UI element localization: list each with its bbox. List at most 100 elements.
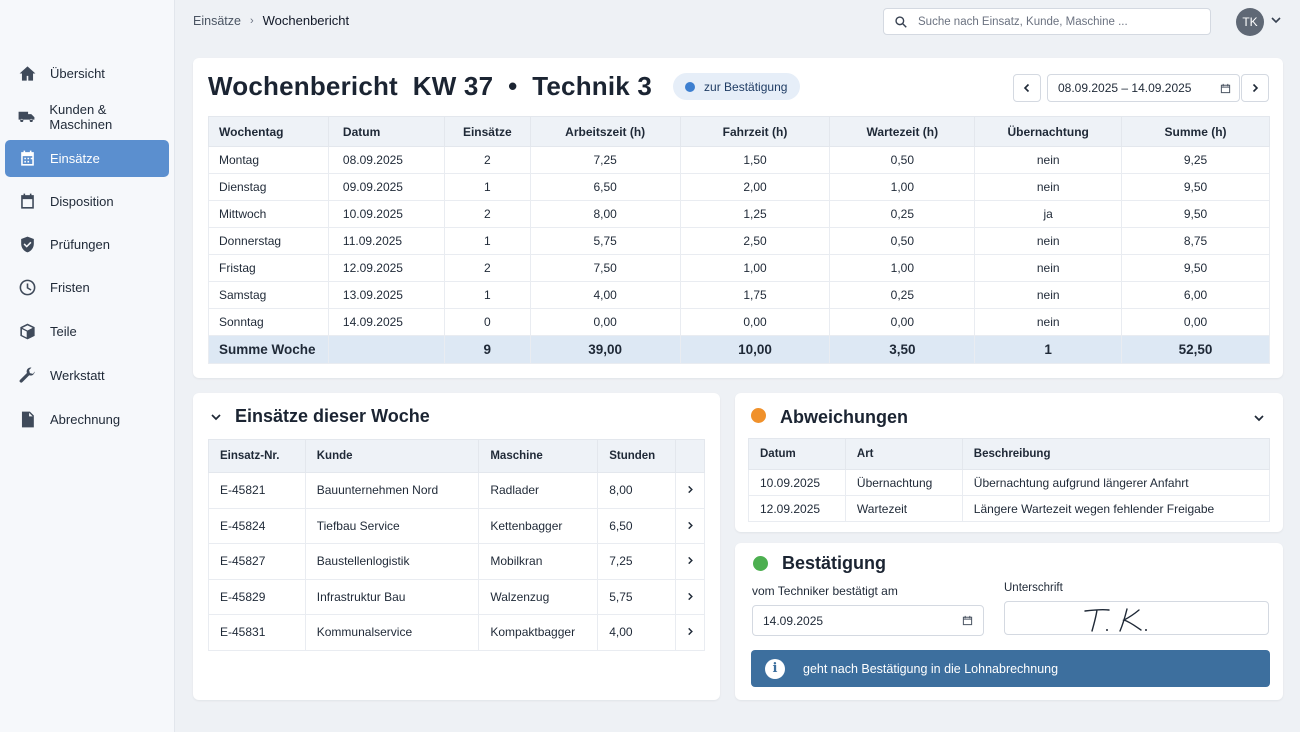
cell-travel-time: 1,25 (679, 200, 831, 228)
cell-date: 14.09.2025 (327, 308, 445, 336)
chevron-right-icon (687, 557, 693, 565)
deviations-title: Abweichungen (780, 407, 909, 427)
column-header: Kunde (304, 439, 480, 473)
column-header: Beschreibung (961, 438, 1271, 470)
date-range-field[interactable]: 08.09.2025 – 14.09.2025 (1047, 74, 1240, 102)
signature-field[interactable] (1004, 601, 1269, 635)
chevron-right-icon (1252, 83, 1259, 93)
confirmation-date-field[interactable]: 14.09.2025 (752, 605, 984, 636)
sum-total: 52,50 (1121, 335, 1270, 364)
cell-wait-time: 1,00 (829, 173, 976, 201)
page-title: Wochenbericht KW 37 • Technik 3 (208, 71, 653, 101)
chevron-left-icon (1023, 83, 1030, 93)
row-open-button[interactable] (675, 507, 705, 544)
table-row[interactable]: E-45827 Baustellenlogistik Mobilkran 7,2… (208, 543, 705, 580)
table-row: Samstag 13.09.2025 1 4,00 1,75 0,25 nein… (208, 281, 1270, 309)
cell-assignment-id: E-45821 (208, 472, 306, 509)
cell-hours: 4,00 (597, 614, 677, 651)
status-dot (685, 81, 696, 92)
table-row: 10.09.2025 Übernachtung Übernachtung auf… (748, 469, 1271, 496)
status-badge: zur Bestätigung (673, 73, 801, 100)
chevron-down-icon[interactable] (1270, 14, 1282, 26)
cell-machine: Radlader (478, 472, 599, 509)
row-open-button[interactable] (675, 543, 705, 580)
sidebar-item-disposition[interactable]: Disposition (5, 183, 169, 220)
cell-assignment-id: E-45831 (208, 614, 306, 651)
table-row[interactable]: E-45829 Infrastruktur Bau Walzenzug 5,75 (208, 578, 705, 615)
confirmation-date-value: 14.09.2025 (763, 613, 824, 628)
cell-total: 9,50 (1121, 173, 1270, 201)
cell-hours: 5,75 (597, 578, 677, 615)
search-box[interactable] (883, 8, 1211, 35)
table-row: Dienstag 09.09.2025 1 6,50 2,00 1,00 nei… (208, 173, 1270, 201)
table-row[interactable]: E-45821 Bauunternehmen Nord Radlader 8,0… (208, 472, 705, 509)
cell-work-time: 7,50 (529, 254, 681, 282)
sidebar-item-kunden-maschinen[interactable]: Kunden & Maschinen (5, 98, 169, 135)
cell-total: 0,00 (1121, 308, 1270, 336)
info-banner: i geht nach Bestätigung in die Lohnabrec… (751, 650, 1270, 687)
cell-assignments: 0 (443, 308, 531, 336)
sidebar-item-teile[interactable]: Teile (5, 313, 169, 350)
sidebar-item-pruefungen[interactable]: Prüfungen (5, 226, 169, 263)
info-text: geht nach Bestätigung in die Lohnabrechn… (803, 661, 1059, 676)
cell-wait-time: 1,00 (829, 254, 976, 282)
cell-overnight: nein (974, 281, 1123, 309)
calendar-icon (17, 149, 37, 169)
chevron-down-icon[interactable] (1253, 412, 1265, 424)
sum-empty (327, 335, 445, 364)
column-header: Datum (748, 438, 846, 470)
column-header: Datum (327, 116, 445, 147)
avatar[interactable]: TK (1236, 8, 1264, 36)
cell-date: 12.09.2025 (748, 495, 846, 522)
table-row[interactable]: E-45831 Kommunalservice Kompaktbagger 4,… (208, 614, 705, 651)
cell-total: 6,00 (1121, 281, 1270, 309)
deviations-table: Datum Art Beschreibung 10.09.2025 Überna… (748, 438, 1271, 522)
confirmation-card: Bestätigung vom Techniker bestätigt am 1… (735, 543, 1283, 700)
confirmation-title: Bestätigung (782, 553, 887, 573)
sum-assignments: 9 (443, 335, 531, 364)
prev-week-button[interactable] (1013, 74, 1041, 102)
cell-type: Übernachtung (844, 469, 963, 496)
table-row[interactable]: E-45824 Tiefbau Service Kettenbagger 6,5… (208, 507, 705, 544)
cell-travel-time: 1,00 (679, 254, 831, 282)
next-week-button[interactable] (1241, 74, 1269, 102)
sidebar-item-abrechnung[interactable]: Abrechnung (5, 401, 169, 438)
sidebar-item-label: Übersicht (50, 66, 105, 81)
sidebar-item-label: Abrechnung (50, 412, 121, 427)
chevron-right-icon (687, 628, 693, 636)
weekly-report-card: Wochenbericht KW 37 • Technik 3 zur Best… (193, 58, 1283, 378)
row-open-button[interactable] (675, 614, 705, 651)
cell-overnight: nein (974, 146, 1123, 174)
cell-overnight: nein (974, 254, 1123, 282)
cell-date: 10.09.2025 (748, 469, 846, 496)
cell-description: Längere Wartezeit wegen fehlender Freiga… (961, 495, 1271, 522)
info-icon: i (765, 658, 785, 679)
sidebar-item-label: Fristen (50, 280, 90, 295)
chevron-down-icon[interactable] (210, 411, 222, 423)
cell-customer: Bauunternehmen Nord (304, 472, 480, 509)
deviations-card: Abweichungen Datum Art Beschreibung 10.0… (735, 393, 1283, 532)
calendar-icon (1220, 83, 1231, 93)
cell-assignment-id: E-45827 (208, 543, 306, 580)
cell-weekday: Samstag (208, 281, 329, 309)
breadcrumb-parent[interactable]: Einsätze (193, 13, 241, 28)
search-input[interactable] (918, 15, 1198, 28)
chevron-right-icon (687, 521, 693, 529)
column-header: Wochentag (208, 116, 329, 147)
cell-weekday: Donnerstag (208, 227, 329, 255)
column-header-empty (675, 439, 705, 473)
sidebar-item-label: Werkstatt (50, 368, 105, 383)
cell-hours: 7,25 (597, 543, 677, 580)
sidebar-item-fristen[interactable]: Fristen (5, 269, 169, 306)
sidebar-item-uebersicht[interactable]: Übersicht (5, 55, 169, 92)
column-header: Einsätze (443, 116, 531, 147)
sidebar-item-werkstatt[interactable]: Werkstatt (5, 357, 169, 394)
cell-hours: 6,50 (597, 507, 677, 544)
row-open-button[interactable] (675, 578, 705, 615)
breadcrumb-current: Wochenbericht (262, 13, 350, 28)
row-open-button[interactable] (675, 472, 705, 509)
column-header: Übernachtung (974, 116, 1123, 147)
sidebar-item-einsaetze[interactable]: Einsätze (5, 140, 169, 177)
table-header-row: Wochentag Datum Einsätze Arbeitszeit (h)… (208, 116, 1270, 147)
cell-overnight: nein (974, 308, 1123, 336)
